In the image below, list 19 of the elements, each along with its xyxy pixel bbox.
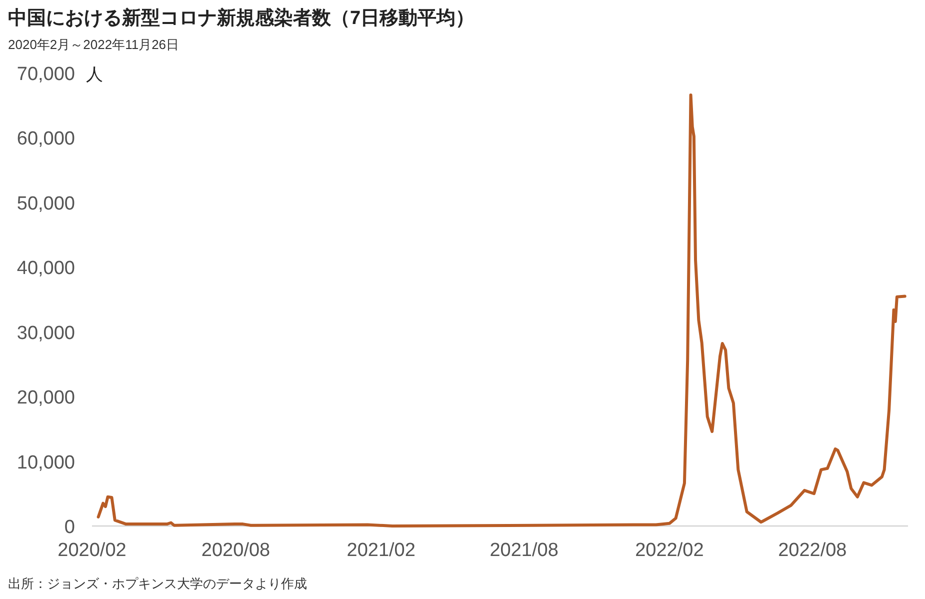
y-tick-label: 40,000 xyxy=(16,258,75,280)
y-tick-label: 50,000 xyxy=(16,193,75,214)
x-tick-label: 2021/02 xyxy=(346,540,416,561)
line-series xyxy=(96,94,906,528)
y-axis-title: 人 xyxy=(86,65,103,84)
x-tick-label: 2020/08 xyxy=(201,540,270,561)
text: 出所：ジョンズ・ホプキンス大学のデータより作成 xyxy=(8,576,307,591)
y-tick-label: 60,000 xyxy=(16,128,75,150)
y-tick-label: 20,000 xyxy=(16,388,75,409)
x-tick-label: 2022/08 xyxy=(778,540,847,561)
chart-subtitle: 2020年2月～2022年11月26日 xyxy=(8,37,180,52)
y-tick-label: 10,000 xyxy=(16,452,75,474)
y-tick-label: 70,000 xyxy=(16,64,75,85)
y-tick-label: 0 xyxy=(64,517,75,538)
x-tick-label: 2020/02 xyxy=(58,540,126,561)
chart-title: 中国における新型コロナ新規感染者数（7日移動平均） xyxy=(8,7,475,29)
x-tick-label: 2022/02 xyxy=(635,540,704,561)
x-tick-label: 2021/08 xyxy=(490,540,558,561)
y-tick-label: 30,000 xyxy=(16,322,75,344)
